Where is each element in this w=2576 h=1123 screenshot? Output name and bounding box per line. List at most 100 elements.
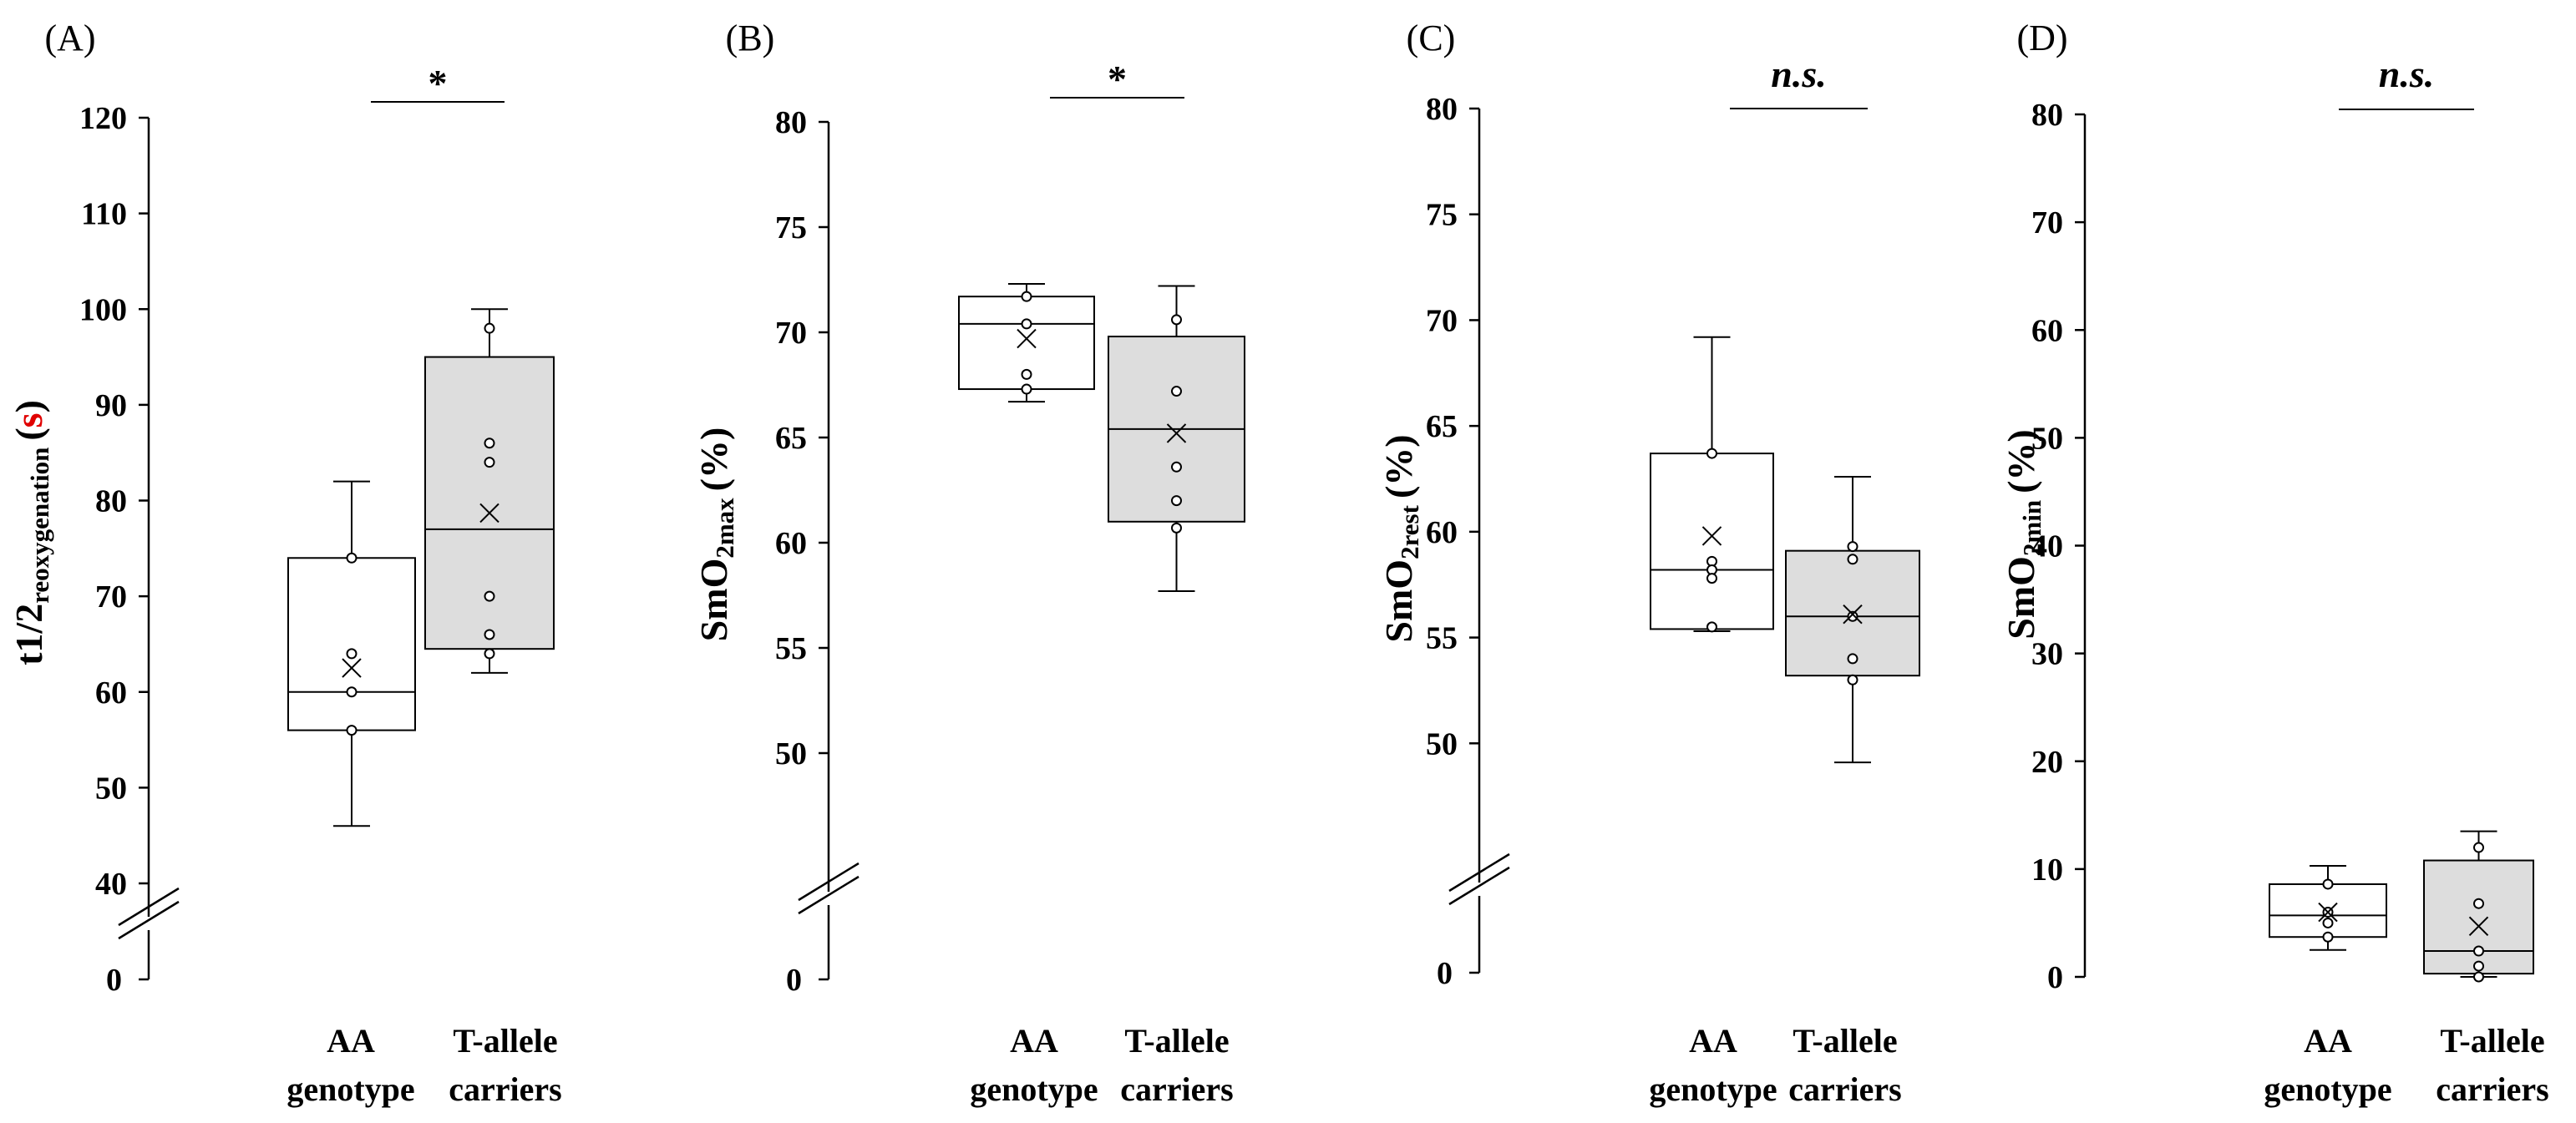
data-point <box>484 322 495 334</box>
y-tick-label: 20 <box>2031 745 2063 780</box>
data-point <box>346 686 357 698</box>
data-point <box>484 629 495 640</box>
data-point <box>1021 318 1032 330</box>
panel-a: (A) t1/2reoxygenation (s) 40 50 60 70 80 90 100 11… <box>8 18 562 1108</box>
panel-label: (D) <box>2016 18 2067 58</box>
category-label-line2: carriers <box>1120 1070 1233 1108</box>
data-point <box>484 457 495 468</box>
panel-b: (B) SmO2max (%) 50 55 60 65 70 75 80 0 * AA genotype T… <box>692 18 1245 1108</box>
data-point <box>1847 554 1858 565</box>
significance-label: n.s. <box>2379 53 2434 95</box>
y-tick-label: 65 <box>775 421 807 456</box>
category-label-line2: genotype <box>1649 1070 1777 1108</box>
data-point <box>1847 610 1858 622</box>
data-point <box>1706 448 1717 459</box>
y-axis-label-subscript: 2min <box>2017 500 2046 556</box>
y-tick-label: 55 <box>1426 621 1458 656</box>
data-point <box>1171 495 1182 507</box>
box-iqr <box>424 356 555 650</box>
data-point <box>346 648 357 660</box>
y-axis-label-unit-close: ) <box>8 400 50 412</box>
axis-break-mark <box>1448 852 1510 893</box>
box-aa-genotype <box>2269 865 2387 951</box>
mean-marker <box>2468 916 2489 937</box>
panel-d: (D) SmO2min (%) 0 10 20 30 40 50 60 70 80 n.s. AA geno… <box>2000 18 2549 1108</box>
mean-marker <box>479 503 499 524</box>
y-tick-label: 50 <box>775 736 807 771</box>
y-axis-label-unit: (%) <box>2000 429 2042 493</box>
y-tick-label-baseline: 0 <box>1437 956 1453 991</box>
y-tick-label: 80 <box>1426 92 1458 127</box>
data-point <box>1021 291 1032 302</box>
y-tick-label: 50 <box>2031 421 2063 456</box>
category-label-line2: carriers <box>449 1070 561 1108</box>
y-tick-label: 100 <box>79 292 127 327</box>
y-tick-label: 75 <box>1426 198 1458 233</box>
y-tick-label-baseline: 0 <box>786 963 802 998</box>
y-tick-label: 0 <box>2047 960 2063 995</box>
y-tick-label-baseline: 0 <box>106 963 122 998</box>
category-label-line1: T-allele <box>2440 1022 2544 1060</box>
y-tick-label: 55 <box>775 631 807 666</box>
y-axis-label: SmO2max (%) <box>692 427 739 642</box>
category-label-line2: genotype <box>970 1070 1098 1108</box>
y-tick-label: 75 <box>775 210 807 245</box>
data-point <box>1847 674 1858 685</box>
box-aa-genotype <box>287 480 416 827</box>
y-tick-label: 65 <box>1426 409 1458 444</box>
data-point <box>2322 931 2334 943</box>
y-tick-label: 30 <box>2031 637 2063 672</box>
y-axis-label-main: SmO <box>692 559 735 642</box>
data-point <box>2322 878 2334 890</box>
y-axis-label-main: SmO <box>1377 559 1420 643</box>
data-point <box>2473 898 2484 909</box>
y-axis-label-subscript: 2max <box>710 498 739 559</box>
y-tick-label: 50 <box>95 771 127 806</box>
box-aa-genotype <box>958 283 1095 403</box>
category-label-line1: T-allele <box>1793 1022 1897 1060</box>
data-point <box>346 725 357 736</box>
category-label-line1: AA <box>1689 1022 1737 1060</box>
y-tick-label: 60 <box>1426 515 1458 550</box>
data-point <box>1706 621 1717 633</box>
data-point <box>2473 971 2484 983</box>
category-label-line2: genotype <box>287 1070 414 1108</box>
data-point <box>1706 573 1717 584</box>
y-axis-label: t1/2reoxygenation (s) <box>8 400 54 665</box>
box-iqr <box>1650 453 1774 630</box>
y-tick-label: 80 <box>2031 98 2063 133</box>
y-axis-label-unit: ( <box>8 427 50 440</box>
y-axis-label-unit-highlight: s <box>8 412 50 427</box>
axis-break-mark <box>118 887 180 927</box>
box-t-allele-carriers <box>2423 830 2534 983</box>
panel-label: (A) <box>44 18 95 58</box>
data-point <box>484 648 495 660</box>
panel-label: (B) <box>726 18 775 58</box>
axis-break-mark <box>798 862 860 902</box>
y-tick-label: 110 <box>81 197 127 232</box>
significance-label: * <box>428 62 448 104</box>
mean-marker <box>1701 526 1722 546</box>
y-axis-label: SmO2rest (%) <box>1377 434 1424 642</box>
y-axis-label-unit: (%) <box>692 427 735 492</box>
data-point <box>2473 945 2484 957</box>
data-point <box>2473 960 2484 972</box>
y-axis-label-unit: (%) <box>1377 434 1420 498</box>
data-point <box>1021 368 1032 380</box>
y-tick-label: 10 <box>2031 852 2063 888</box>
y-tick-label: 70 <box>1426 303 1458 338</box>
y-tick-label: 50 <box>1426 726 1458 761</box>
y-tick-label: 90 <box>95 388 127 423</box>
axis-break-mark <box>798 875 860 915</box>
mean-marker <box>1017 328 1037 349</box>
panel-c: (C) SmO2rest (%) 50 55 60 65 70 75 80 0 n.s. AA genot… <box>1377 18 1920 1108</box>
mean-marker <box>1843 604 1863 625</box>
data-point <box>2473 842 2484 853</box>
y-axis-label-subscript: reoxygenation <box>25 448 54 604</box>
y-tick-label: 60 <box>2031 313 2063 348</box>
data-point <box>2322 917 2334 928</box>
y-tick-label: 80 <box>775 105 807 140</box>
y-tick-label: 120 <box>79 101 127 136</box>
data-point <box>1171 461 1182 473</box>
